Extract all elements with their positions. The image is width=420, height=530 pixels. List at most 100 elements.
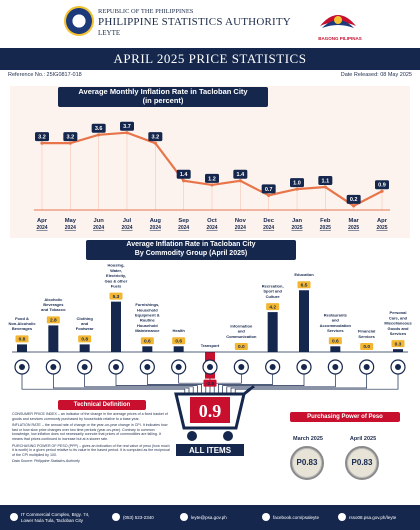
facebook-icon <box>262 513 270 521</box>
commodity-inflation-title-line2: By Commodity Group (April 2025) <box>134 250 248 257</box>
data-point <box>68 141 72 145</box>
data-label: 1.4 <box>237 172 246 178</box>
inflation-definition: INFLATION RATE – the annual rate of chan… <box>12 423 168 441</box>
value-label-box <box>109 292 123 300</box>
category-label: Culture <box>266 294 281 299</box>
value-label-box <box>266 303 280 311</box>
x-tick-month: May <box>65 218 77 224</box>
commodity-inflation-title-line1: Average Inflation Rate in Tacloban City <box>126 241 256 248</box>
connector-wire <box>178 374 207 394</box>
value-label-box <box>203 379 217 387</box>
data-label: 1.0 <box>293 181 301 187</box>
category-label: Furnishings, <box>135 302 159 307</box>
data-label: 0.9 <box>378 183 386 189</box>
all-items-label-box <box>176 444 244 456</box>
data-label: 1.2 <box>208 176 216 182</box>
category-label: Household <box>137 323 158 328</box>
category-label: Care, and <box>389 315 408 320</box>
category-label: Services <box>358 334 375 339</box>
technical-definition-title: Technical Definition <box>58 400 146 410</box>
category-label: Fuels <box>111 283 122 288</box>
category-label: Information <box>230 323 253 328</box>
category-label: and <box>238 329 246 334</box>
x-tick-month: Jun <box>94 218 105 224</box>
technical-definition-body: CONSUMER PRICE INDEX – an indicator of t… <box>12 412 172 492</box>
x-tick-month: Nov <box>235 218 247 224</box>
header: REPUBLIC OF THE PHILIPPINES PHILIPPINE S… <box>0 0 420 46</box>
category-label: Services <box>390 331 407 336</box>
commodity-bar <box>17 344 27 352</box>
footer-email[interactable]: leyte@psa.gov.ph <box>191 515 227 520</box>
data-point <box>380 189 384 193</box>
release-date: Date Released: 08 May 2025 <box>340 72 412 78</box>
category-label: Transport <box>201 343 220 348</box>
footer-phone: (053) 523-2340 <box>123 515 154 520</box>
connector-wire <box>226 374 336 394</box>
connector-wire <box>213 374 242 394</box>
x-tick-year: 2024 <box>235 225 246 231</box>
x-tick-year: 2024 <box>93 225 104 231</box>
commodity-bar <box>267 312 278 352</box>
data-label-box <box>233 169 248 179</box>
category-label: Housing, <box>107 263 124 268</box>
data-label: 3.2 <box>152 135 160 141</box>
all-items-label: ALL ITEMS <box>189 446 232 455</box>
value-label-box <box>46 316 60 324</box>
web-icon <box>338 513 346 521</box>
bar-value-label: 0.6 <box>175 339 182 345</box>
data-point <box>182 179 186 183</box>
category-label: and <box>81 321 89 326</box>
category-label: Sport and <box>263 289 282 294</box>
monthly-inflation-title-line2: (in percent) <box>142 96 184 105</box>
data-point <box>153 141 157 145</box>
x-tick-month: Aug <box>150 218 162 224</box>
category-label: Health <box>173 328 186 333</box>
page-title-banner: APRIL 2025 PRICE STATISTICS <box>0 48 420 70</box>
category-label: Recreation, <box>262 284 284 289</box>
ppp-definition: PURCHASING POWER OF PESO (PPP) – gives a… <box>12 443 170 457</box>
all-items-value: 0.9 <box>199 401 222 421</box>
x-tick-month: Feb <box>320 218 331 224</box>
footer: IT Commercial Complex, Brgy. 74, Lower N… <box>0 505 420 530</box>
bagong-pilipinas-logo <box>320 15 356 28</box>
commodity-icon-dot <box>395 364 401 370</box>
data-label-box <box>176 169 191 179</box>
data-label-box <box>375 180 389 190</box>
peso-coin-icon: P0.83 <box>345 446 379 480</box>
commodity-bar <box>330 346 341 352</box>
ppp-label-april: April 2025 <box>349 436 377 442</box>
category-label: Communication <box>226 334 257 339</box>
data-point <box>125 131 129 135</box>
reference-bar: Reference No.: 25IG0817-018 Date Release… <box>8 72 412 82</box>
bar-value-label: 4.2 <box>269 304 276 310</box>
category-label: Miscellaneous <box>384 321 412 326</box>
x-tick-month: Apr <box>377 218 388 224</box>
commodity-icon-dot <box>144 364 151 370</box>
category-label: Household <box>137 307 158 312</box>
value-label-box <box>140 337 154 345</box>
bar-value-label: 5.3 <box>113 294 120 300</box>
data-point <box>295 187 299 191</box>
reference-number: Reference No.: 25IG0817-018 <box>8 72 82 78</box>
data-label-box <box>290 178 304 188</box>
value-label-box <box>234 343 248 350</box>
data-source: Data Source: Philippine Statistics Autho… <box>12 459 80 464</box>
category-label: Financial <box>358 329 375 334</box>
data-point <box>210 183 214 187</box>
monthly-inflation-title: Average Monthly Inflation Rate in Taclob… <box>58 87 268 107</box>
category-label: Clothing <box>77 316 94 321</box>
category-label: Equipment & <box>135 313 160 318</box>
footer-facebook[interactable]: facebook.com/psaleyte <box>273 515 320 520</box>
connector-wire <box>218 374 274 394</box>
commodity-bar <box>142 346 153 352</box>
commodity-bar <box>79 344 90 352</box>
commodity-bar <box>48 325 59 352</box>
footer-web[interactable]: rsso08.psa.gov.ph/leyte <box>349 515 397 520</box>
footer-address: IT Commercial Complex, Brgy. 74, Lower N… <box>21 512 90 523</box>
value-label-box <box>172 337 186 345</box>
bar-value-label: -2.8 <box>206 381 215 387</box>
x-tick-month: Jan <box>292 218 302 224</box>
bar-value-label: 6.5 <box>301 282 308 288</box>
data-label-box <box>35 132 49 142</box>
x-tick-year: 2024 <box>150 225 161 231</box>
